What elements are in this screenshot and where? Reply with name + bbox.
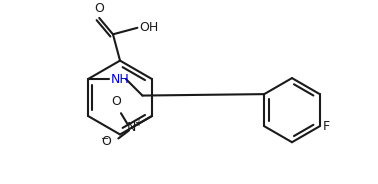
Text: +: + bbox=[134, 118, 142, 128]
Text: NH: NH bbox=[110, 72, 129, 86]
Text: O: O bbox=[94, 2, 104, 15]
Text: −: − bbox=[101, 135, 109, 144]
Text: N: N bbox=[127, 121, 136, 134]
Text: O: O bbox=[102, 135, 112, 148]
Text: OH: OH bbox=[139, 21, 158, 34]
Text: F: F bbox=[323, 120, 330, 133]
Text: O: O bbox=[111, 95, 121, 108]
